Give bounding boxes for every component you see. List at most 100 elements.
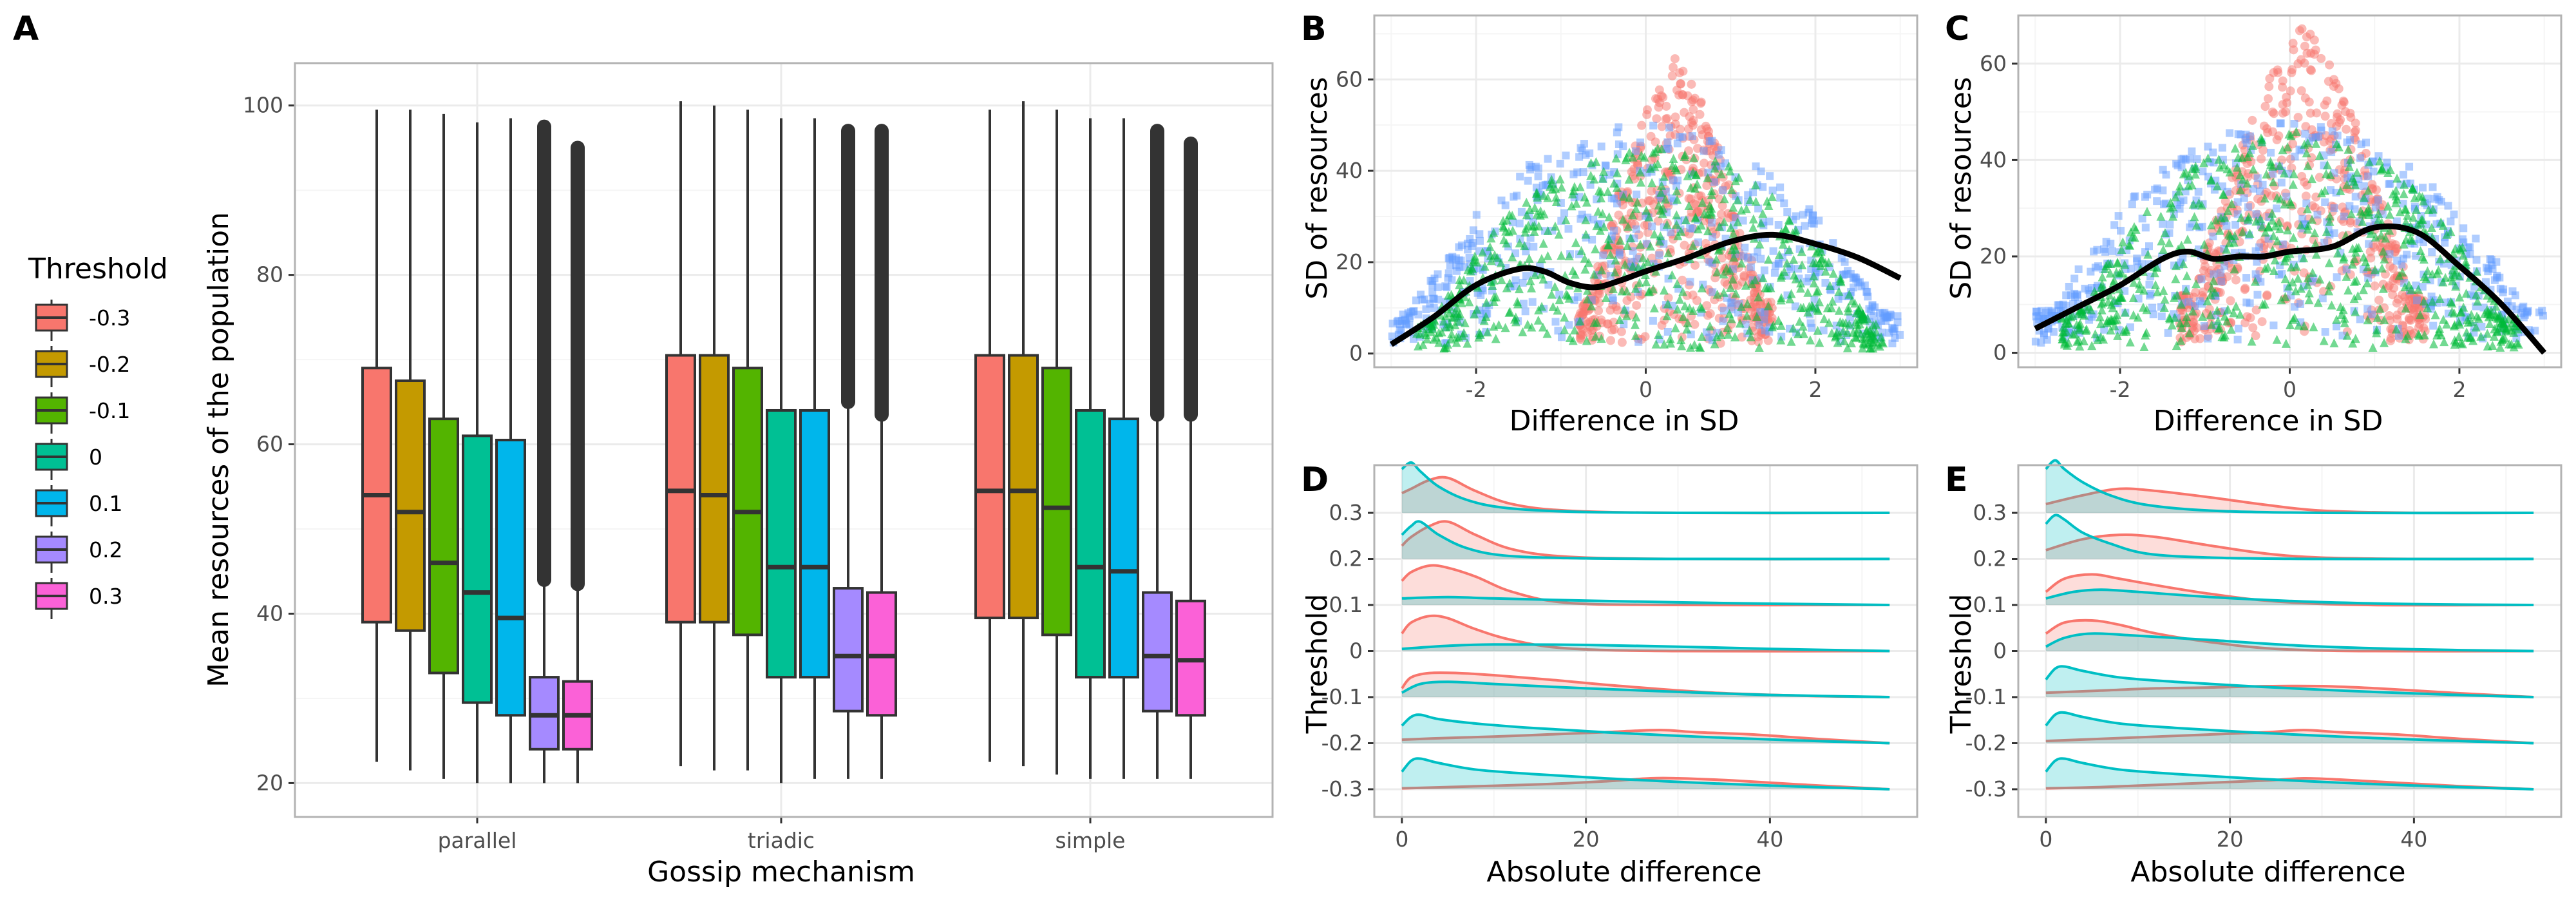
point-blue	[2093, 245, 2101, 254]
point-green	[1596, 193, 1605, 203]
box-body	[1075, 408, 1106, 679]
d-background	[1374, 465, 1917, 817]
point-blue	[2101, 247, 2110, 256]
point-green	[2120, 307, 2130, 317]
point-red	[1642, 110, 1652, 119]
point-blue	[1819, 326, 1828, 334]
point-red	[1653, 94, 1663, 104]
point-blue	[2493, 271, 2501, 280]
point-green	[2415, 310, 2425, 320]
point-blue	[1891, 334, 1899, 342]
point-green	[1719, 269, 1728, 279]
point-blue	[2290, 120, 2298, 128]
point-red	[2289, 45, 2298, 55]
ridge-fill-teal	[1401, 715, 1890, 744]
point-green	[1489, 292, 1499, 302]
point-green	[2483, 291, 2492, 300]
point-red	[2262, 290, 2272, 300]
point-blue	[1821, 278, 1830, 287]
point-green	[1700, 209, 1709, 218]
point-red	[2306, 30, 2315, 39]
point-green	[2266, 160, 2275, 169]
point-red	[2392, 314, 2402, 324]
point-green	[1683, 171, 1692, 180]
panel-d-y-axis-label: Threshold	[1301, 594, 1334, 734]
point-green	[2226, 231, 2235, 240]
x-tick-label: triadic	[748, 828, 815, 853]
ridge-fill-red	[2045, 574, 2534, 606]
point-blue	[2210, 270, 2218, 278]
point-green	[2512, 338, 2522, 348]
point-red	[2240, 283, 2250, 293]
point-green	[2456, 307, 2465, 317]
box-body	[495, 439, 526, 717]
point-green	[1762, 197, 1772, 206]
point-green	[1649, 284, 1658, 294]
point-red	[2366, 253, 2376, 263]
point-blue	[1578, 210, 1586, 218]
point-green	[2167, 320, 2177, 330]
point-blue	[1776, 183, 1785, 191]
point-blue	[2492, 258, 2501, 266]
point-green	[2375, 303, 2385, 313]
panel-c-x-axis-label: Difference in SD	[2154, 405, 2383, 437]
point-green	[2176, 336, 2186, 345]
point-blue	[1741, 244, 1749, 252]
point-green	[2494, 311, 2503, 320]
point-green	[2289, 169, 2298, 178]
point-green	[1624, 174, 1634, 184]
point-green	[1633, 197, 1642, 207]
point-green	[1667, 270, 1677, 280]
point-blue	[1672, 182, 1681, 190]
point-green	[1454, 316, 1463, 326]
point-green	[2238, 227, 2248, 236]
point-green	[1815, 297, 1824, 307]
point-blue	[2521, 311, 2529, 319]
point-green	[2219, 189, 2228, 199]
point-blue	[1649, 316, 1657, 325]
point-blue	[2386, 180, 2394, 188]
point-green	[2409, 184, 2418, 194]
point-green	[2098, 272, 2107, 282]
point-blue	[1810, 296, 1819, 304]
point-blue	[1791, 302, 1799, 311]
point-green	[2313, 298, 2323, 307]
point-green	[1660, 194, 1670, 204]
point-red	[2242, 173, 2252, 182]
point-green	[1710, 163, 1719, 173]
point-green	[1543, 226, 1553, 236]
point-blue	[2512, 305, 2521, 314]
x-tick-label: 40	[2400, 827, 2427, 852]
point-green	[2098, 279, 2107, 289]
point-green	[2299, 253, 2309, 263]
ridge-fill-teal	[2045, 758, 2534, 789]
point-blue	[2242, 274, 2251, 282]
point-green	[2170, 312, 2179, 322]
point-green	[2272, 334, 2282, 344]
point-green	[1707, 190, 1716, 200]
point-green	[1527, 283, 1537, 293]
point-green	[1468, 264, 1477, 274]
point-green	[2385, 209, 2394, 219]
point-green	[2150, 268, 2159, 278]
point-green	[2245, 148, 2255, 158]
point-red	[2342, 124, 2351, 134]
point-red	[1605, 336, 1615, 345]
panel-label-e: E	[1945, 461, 1968, 499]
point-green	[1504, 307, 1514, 317]
point-green	[2262, 169, 2271, 179]
point-green	[1682, 324, 1692, 334]
point-green	[2302, 204, 2312, 214]
point-green	[1626, 233, 1636, 243]
point-green	[1580, 264, 1590, 274]
point-green	[2269, 231, 2278, 240]
point-red	[2248, 115, 2257, 125]
point-green	[1482, 298, 1492, 307]
point-green	[2427, 223, 2436, 233]
point-green	[2327, 300, 2336, 310]
point-green	[2338, 254, 2348, 264]
point-green	[1455, 275, 1464, 285]
y-tick-label: 0	[1349, 341, 1363, 366]
point-green	[2182, 312, 2192, 321]
point-green	[1685, 303, 1694, 312]
